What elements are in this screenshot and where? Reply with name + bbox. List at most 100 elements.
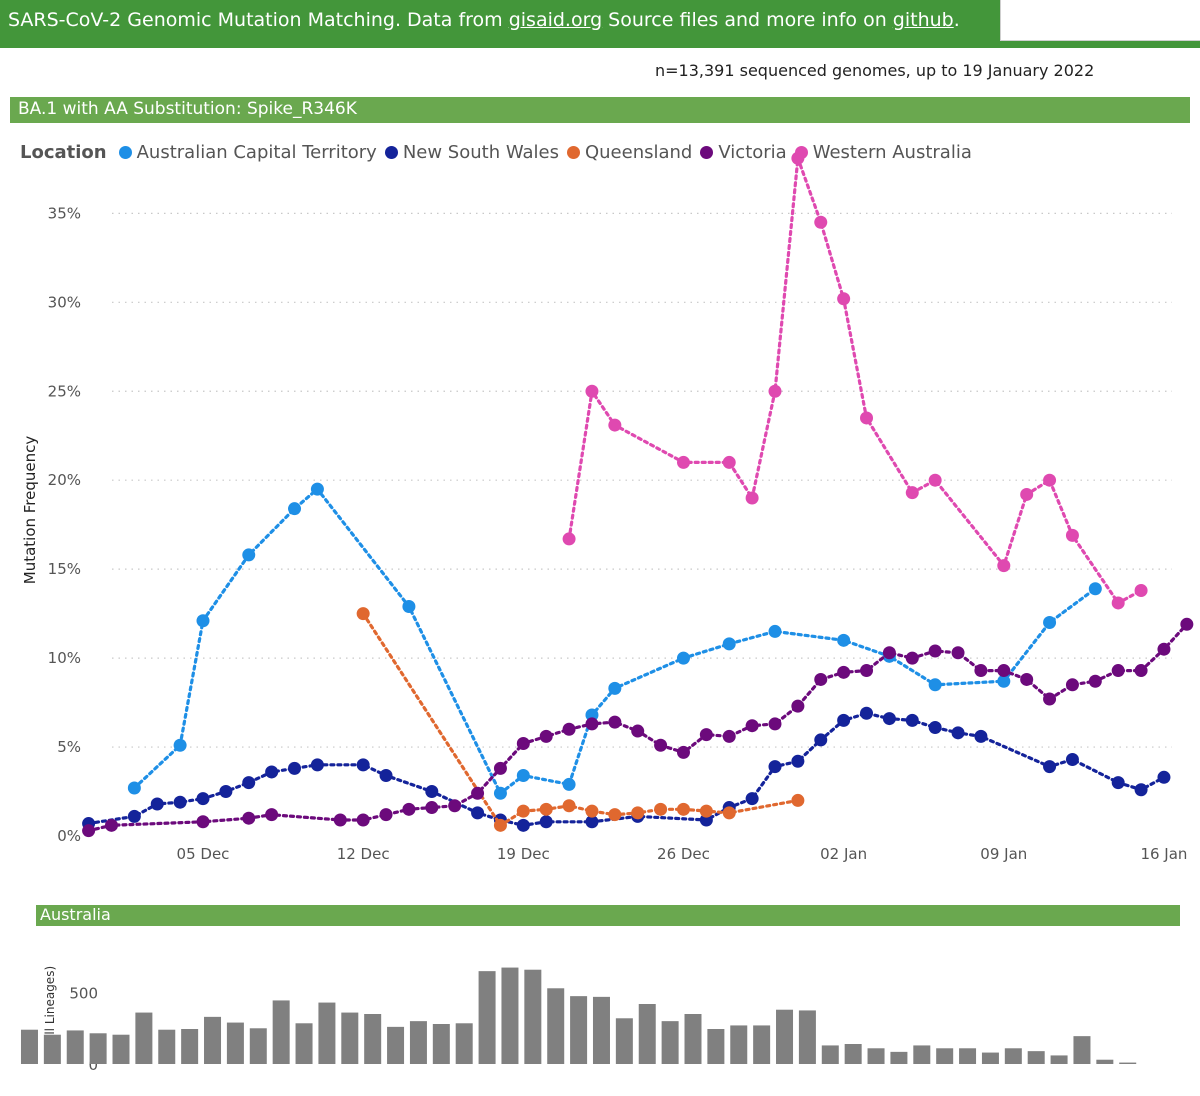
data-point[interactable] [539,802,553,816]
legend-item-4[interactable]: Victoria [700,142,787,163]
data-point[interactable] [356,607,370,621]
data-point[interactable] [1111,664,1125,678]
bar[interactable] [684,1014,702,1064]
github-link[interactable]: github [892,9,954,31]
bar[interactable] [1027,1051,1045,1064]
data-point[interactable] [676,802,690,816]
data-point[interactable] [1157,642,1171,656]
bar[interactable] [387,1026,405,1064]
data-point[interactable] [333,813,347,827]
bar[interactable] [959,1048,977,1064]
bar[interactable] [1096,1059,1114,1064]
data-point[interactable] [1134,783,1148,797]
data-point[interactable] [768,624,782,638]
data-point[interactable] [356,758,370,772]
data-point[interactable] [219,785,233,799]
bar[interactable] [753,1025,771,1064]
data-point[interactable] [196,815,210,829]
bar[interactable] [295,1023,313,1064]
data-point[interactable] [654,802,668,816]
data-point[interactable] [882,646,896,660]
data-point[interactable] [860,706,874,720]
data-point[interactable] [860,664,874,678]
data-point[interactable] [493,761,507,775]
data-point[interactable] [150,797,164,811]
data-point[interactable] [1065,753,1079,767]
data-point[interactable] [814,733,828,747]
data-point[interactable] [1065,678,1079,692]
data-point[interactable] [585,717,599,731]
data-point[interactable] [631,724,645,738]
data-point[interactable] [265,765,279,779]
data-point[interactable] [562,722,576,736]
bar[interactable] [1050,1055,1068,1064]
bar[interactable] [409,1021,427,1064]
bar[interactable] [455,1023,473,1064]
data-point[interactable] [722,455,736,469]
data-point[interactable] [608,715,622,729]
data-point[interactable] [562,532,576,546]
bar[interactable] [547,988,565,1064]
data-point[interactable] [516,736,530,750]
data-point[interactable] [1043,760,1057,774]
data-point[interactable] [493,786,507,800]
data-point[interactable] [974,664,988,678]
data-point[interactable] [928,720,942,734]
data-point[interactable] [196,614,210,628]
data-point[interactable] [585,708,599,722]
data-point[interactable] [196,792,210,806]
data-point[interactable] [493,818,507,832]
bar[interactable] [981,1052,999,1064]
bar[interactable] [615,1018,633,1064]
data-point[interactable] [471,786,485,800]
data-point[interactable] [356,813,370,827]
data-point[interactable] [425,801,439,815]
bar[interactable] [638,1004,656,1064]
data-point[interactable] [1088,582,1102,596]
data-point[interactable] [676,745,690,759]
data-point[interactable] [997,559,1011,573]
data-point[interactable] [905,651,919,665]
data-point[interactable] [585,384,599,398]
data-point[interactable] [631,806,645,820]
data-point[interactable] [791,754,805,768]
data-point[interactable] [928,644,942,658]
bar[interactable] [867,1048,885,1064]
bar[interactable] [181,1029,199,1064]
data-point[interactable] [1157,770,1171,784]
data-point[interactable] [379,808,393,822]
data-point[interactable] [928,678,942,692]
data-point[interactable] [1043,616,1057,630]
data-point[interactable] [997,674,1011,688]
bar[interactable] [341,1012,359,1064]
bar[interactable] [1119,1062,1137,1064]
bar[interactable] [913,1045,931,1064]
data-point[interactable] [82,824,96,838]
bar[interactable] [478,971,496,1064]
data-point[interactable] [173,795,187,809]
data-point[interactable] [768,384,782,398]
bar[interactable] [272,1000,290,1064]
bar[interactable] [707,1029,725,1064]
data-point[interactable] [1020,487,1034,501]
bar[interactable] [43,1034,61,1064]
data-point[interactable] [173,738,187,752]
data-point[interactable] [1134,664,1148,678]
data-point[interactable] [1043,692,1057,706]
bar[interactable] [501,967,519,1064]
bar[interactable] [364,1014,382,1064]
data-point[interactable] [585,815,599,829]
data-point[interactable] [974,729,988,743]
bar[interactable] [661,1021,679,1064]
data-point[interactable] [791,699,805,713]
bar[interactable] [821,1045,839,1064]
data-point[interactable] [837,665,851,679]
bar[interactable] [249,1028,267,1064]
bar[interactable] [20,1029,38,1064]
data-point[interactable] [242,548,256,562]
data-point[interactable] [425,785,439,799]
data-point[interactable] [951,726,965,740]
bar[interactable] [570,996,588,1064]
bar[interactable] [936,1048,954,1064]
data-point[interactable] [104,818,118,832]
